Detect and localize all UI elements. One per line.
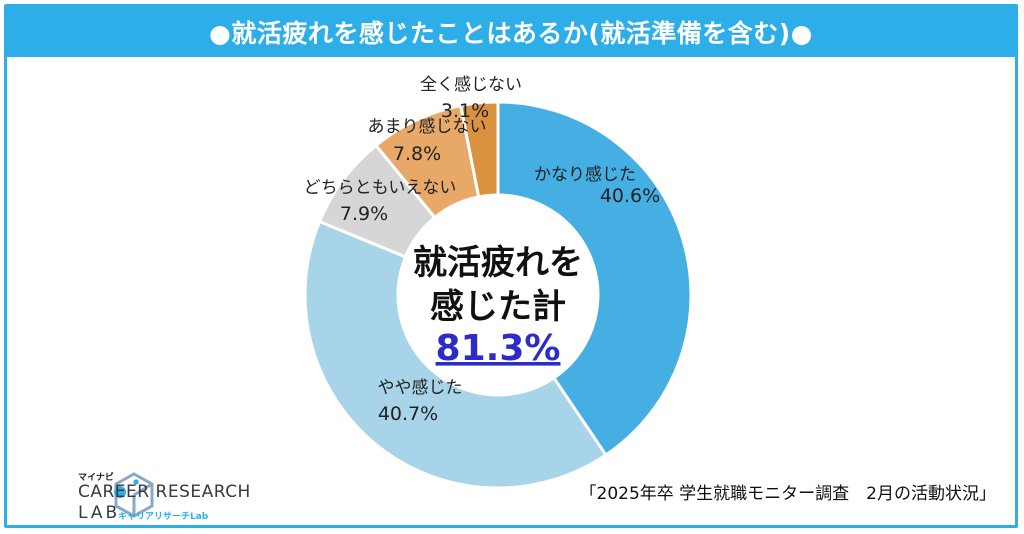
slice-category-label: あまり感じない <box>368 117 487 137</box>
donut-center-label: 就活疲れを 感じた計 81.3% <box>413 243 583 369</box>
logo-brand-small: マイナビ <box>78 473 114 483</box>
logo-brand-main: CAREER RESEARCH <box>78 482 251 502</box>
slice-1 <box>496 100 693 458</box>
source-note: 「2025年卒 学生就職モニター調査 2月の活動状況」 <box>579 484 996 504</box>
slice-value-label: 40.7% <box>378 403 438 425</box>
chart-title: ●就活疲れを感じたことはあるか(就活準備を含む)● <box>7 7 1015 57</box>
slice-5 <box>458 100 500 199</box>
slice-category-label: やや感じた <box>378 378 463 398</box>
center-total-value: 81.3% <box>436 328 561 369</box>
center-line-2: 感じた計 <box>430 287 566 327</box>
slice-value-label: 7.9% <box>340 203 388 225</box>
slice-value-label: 40.6% <box>600 185 660 207</box>
logo-brand-sub: キャリアリサーチLab <box>118 512 209 522</box>
slice-value-label: 7.8% <box>393 143 441 165</box>
slice-value-label: 3.1% <box>441 100 489 122</box>
slice-category-label: 全く感じない <box>420 75 522 95</box>
slice-category-label: かなり感じた <box>534 165 636 185</box>
logo-brand-lab: LAB <box>78 503 121 523</box>
center-line-1: 就活疲れを <box>413 243 583 283</box>
slice-2 <box>303 219 608 490</box>
logo-icon <box>114 472 154 518</box>
slice-category-label: どちらともいえない <box>304 178 457 198</box>
donut-slices <box>303 100 693 490</box>
